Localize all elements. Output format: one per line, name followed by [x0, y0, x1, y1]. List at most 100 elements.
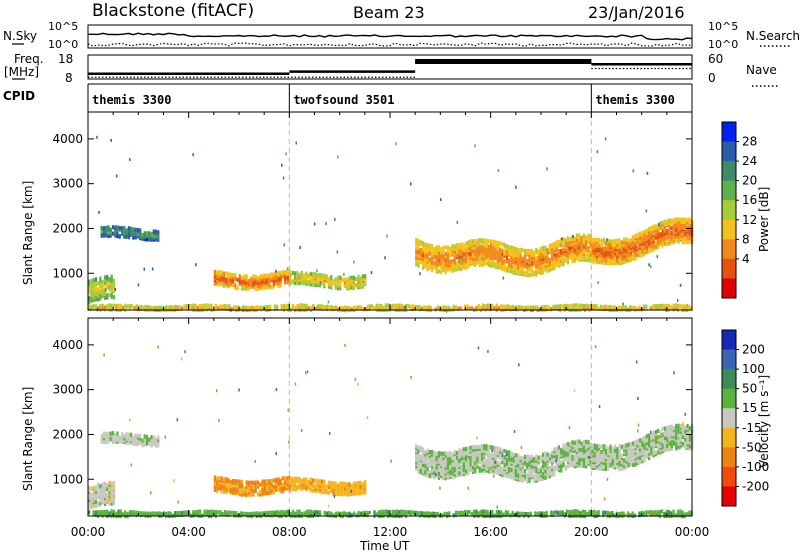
echo-cell [377, 510, 381, 515]
echo-cell [553, 453, 556, 459]
echo-cell [298, 275, 301, 280]
echo-cell [467, 458, 470, 463]
echo-cell [485, 444, 488, 449]
echo-cell [602, 238, 605, 243]
echo-cell [90, 283, 93, 288]
echo-cell [364, 281, 367, 287]
echo-cell [661, 228, 664, 233]
echo-cell [350, 280, 353, 285]
echo-cell [517, 463, 520, 468]
echo-cell [431, 452, 434, 457]
echo-cell [218, 418, 220, 422]
echo-cell [650, 450, 653, 455]
echo-cell [620, 458, 623, 463]
echo-cell [679, 423, 682, 429]
echo-cell [309, 481, 312, 486]
echo-cell [421, 511, 424, 516]
echo-cell [675, 436, 678, 441]
echo-cell [532, 474, 536, 479]
echo-cell [595, 248, 599, 253]
echo-cell [641, 249, 644, 254]
echo-cell [236, 277, 239, 282]
echo-cell [102, 436, 105, 441]
echo-cell [366, 304, 369, 309]
echo-cell [582, 233, 585, 238]
echo-cell [92, 278, 95, 283]
echo-cell [125, 234, 128, 239]
echo-cell [449, 469, 452, 474]
echo-cell [458, 254, 461, 259]
echo-cell [452, 304, 455, 309]
echo-cell [263, 479, 266, 484]
echo-cell [417, 445, 420, 450]
echo-cell [652, 236, 655, 241]
echo-cell [494, 264, 497, 269]
echo-cell [150, 435, 153, 440]
echo-cell [498, 512, 501, 517]
echo-cell [124, 510, 127, 515]
echo-cell [103, 481, 107, 486]
echo-cell [125, 230, 128, 235]
echo-cell [467, 264, 470, 269]
echo-cell [531, 305, 535, 310]
echo-cell [269, 510, 272, 515]
echo-cell [598, 449, 601, 455]
echo-cell [247, 491, 250, 496]
echo-cell [562, 251, 565, 256]
echo-cell [659, 232, 662, 237]
echo-cell [643, 450, 646, 455]
echo-cell [551, 450, 554, 455]
echo-cell [679, 443, 682, 448]
echo-cell [339, 481, 342, 486]
echo-cell [521, 248, 524, 253]
echo-cell [499, 249, 502, 254]
echo-cell [350, 513, 353, 518]
echo-cell [323, 305, 326, 310]
echo-cell [510, 467, 513, 473]
echo-cell [604, 452, 608, 457]
echo-cell [143, 436, 146, 441]
echo-cell [139, 440, 142, 445]
echo-cell [585, 451, 588, 456]
echo-cell [419, 468, 422, 473]
echo-cell [465, 457, 468, 462]
echo-cell [503, 462, 506, 467]
echo-cell [154, 233, 158, 239]
echo-cell [560, 256, 563, 261]
echo-cell [582, 454, 585, 459]
echo-cell [384, 305, 387, 311]
echo-cell [537, 472, 540, 477]
echo-cell [572, 303, 575, 308]
echo-cell [444, 266, 447, 271]
echo-cell [238, 492, 241, 497]
echo-cell [225, 279, 228, 284]
echo-cell [657, 435, 659, 439]
echo-cell [512, 464, 515, 469]
echo-cell [517, 265, 520, 270]
echo-cell [491, 449, 493, 453]
echo-cell [508, 258, 511, 263]
echo-cell [492, 468, 495, 473]
echo-cell [265, 273, 269, 278]
echo-cell [614, 256, 617, 261]
echo-cell [487, 463, 490, 468]
echo-cell [157, 233, 160, 239]
echo-cell [332, 487, 335, 492]
echo-cell [426, 255, 429, 260]
echo-cell [627, 246, 630, 251]
echo-cell [216, 389, 218, 393]
echo-cell [681, 304, 684, 309]
echo-cell [668, 223, 671, 228]
echo-cell [136, 433, 139, 438]
echo-cell [300, 478, 303, 483]
echo-cell [417, 449, 420, 454]
echo-cell [588, 509, 591, 514]
echo-cell [462, 467, 465, 472]
echo-cell [504, 510, 507, 515]
echo-cell [537, 255, 540, 260]
echo-cell [672, 303, 675, 308]
echo-cell [604, 444, 608, 449]
echo-cell [485, 250, 488, 255]
echo-cell [519, 258, 522, 263]
echo-cell [494, 446, 497, 451]
